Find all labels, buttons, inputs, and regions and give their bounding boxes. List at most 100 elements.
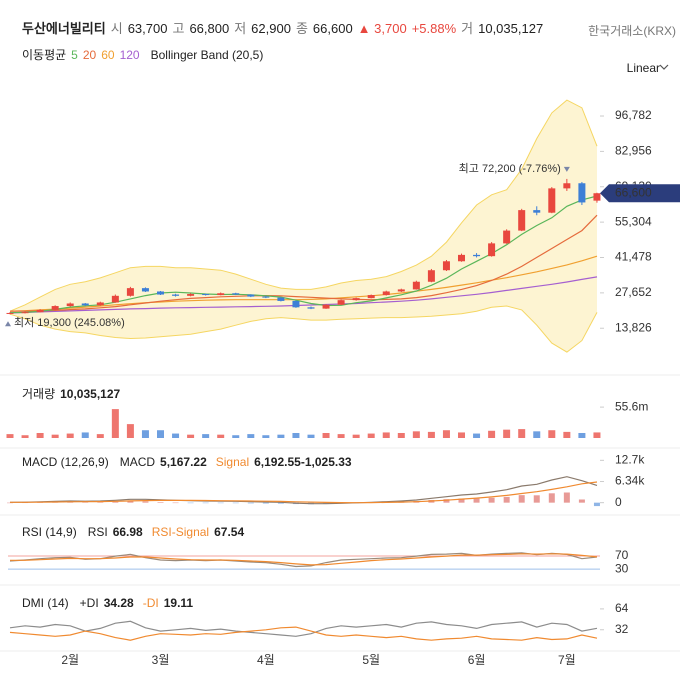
y-tick-label: 6.34k (615, 474, 645, 488)
histogram-bar (82, 502, 89, 503)
histogram-bar (443, 499, 450, 503)
candle-body (518, 210, 526, 231)
ma-name: 120 (119, 48, 140, 62)
candle-body (563, 183, 571, 189)
ma-name: 5 (71, 48, 78, 62)
volume-bar (21, 435, 29, 438)
last-price-badge (600, 184, 680, 203)
histogram-bar (142, 501, 149, 503)
histogram-bar (277, 502, 284, 504)
x-tick-label: 3월 (152, 653, 170, 667)
candle-body (277, 297, 285, 301)
histogram-bar (458, 498, 465, 503)
ma-line (9, 195, 598, 314)
candle-body (141, 288, 149, 292)
candle-body (307, 307, 315, 309)
y-tick-label: 13,826 (615, 320, 652, 334)
candle-body (593, 193, 601, 201)
candle-body (66, 303, 74, 307)
bollinger-area (10, 100, 597, 353)
low-marker (5, 321, 11, 327)
rsi-legend: RSI (14,9) RSI 66.98 RSI-Signal 67.54 (22, 525, 244, 539)
legend-value: 19.11 (163, 596, 194, 610)
volume-bar (262, 435, 270, 438)
y-tick-label: 55.6m (615, 399, 648, 413)
volume-bar (367, 433, 375, 438)
volume-bar (36, 433, 44, 438)
value: 66,800 (189, 21, 230, 36)
indicator-line (10, 553, 598, 566)
legend-value: 34.28 (103, 596, 134, 610)
candle-body (21, 312, 29, 314)
indicator-line (9, 476, 598, 505)
y-tick-label: 12.7k (615, 453, 645, 467)
value: 66,600 (312, 21, 353, 36)
x-tick-label: 6월 (468, 653, 486, 667)
scale-select[interactable]: Linear (627, 61, 660, 75)
volume-bar (503, 429, 511, 438)
histogram-bar (548, 493, 555, 503)
volume-bar (81, 432, 89, 438)
volume-bar (172, 433, 180, 438)
dropdown-chevron (659, 64, 669, 70)
volume-bar (232, 435, 240, 438)
scale-name[interactable]: Linear (626, 61, 660, 75)
candle-body (126, 288, 134, 296)
legend-name: Signal (215, 455, 250, 469)
x-tick-label: 2월 (61, 653, 79, 667)
panel-title: DMI (14) (22, 596, 69, 610)
histogram-bar (578, 499, 585, 503)
label: 시 (110, 21, 123, 36)
volume-bar (307, 434, 315, 438)
volume-bar (458, 432, 465, 438)
candle-body (548, 188, 556, 213)
ma-name: 60 (101, 48, 115, 62)
volume-legend: 거래량 10,035,127 (22, 385, 120, 402)
volume-bar (473, 433, 481, 438)
candle-body (427, 270, 435, 282)
legend-value: -1,025.33 (300, 455, 352, 469)
candle-body (262, 296, 270, 298)
volume-bar (533, 431, 541, 438)
histogram-bar (232, 502, 239, 504)
volume-bar (578, 433, 586, 438)
legend-value: 67.54 (214, 525, 245, 539)
candle-body (111, 295, 119, 303)
candle-body (292, 300, 300, 308)
histogram-bar (262, 502, 269, 504)
histogram-bar (202, 502, 209, 504)
stock-name: 두산에너빌리티 (22, 21, 106, 36)
volume-bar (427, 431, 435, 438)
y-tick-label: 96,782 (615, 108, 652, 122)
volume-bar (412, 431, 420, 438)
candle-body (187, 294, 195, 296)
histogram-bar (247, 502, 254, 504)
candle-body (157, 291, 164, 295)
volume-bar (277, 434, 285, 438)
label: 고 (172, 21, 185, 36)
y-tick-label: 32 (615, 622, 629, 636)
histogram-bar (112, 501, 119, 503)
y-tick-label: 70 (615, 548, 629, 562)
candle-body (412, 281, 420, 290)
volume-bar (352, 434, 360, 438)
macd-legend: MACD (12,26,9) MACD 5,167.22 Signal 6,192.… (22, 455, 352, 469)
candle-body (533, 210, 541, 213)
volume-bar (187, 434, 195, 438)
volume-bar (66, 433, 74, 438)
exchange: 한국거래소(KRX) (588, 22, 676, 39)
candle-body (36, 309, 44, 313)
panel-title: RSI (14,9) (22, 525, 77, 539)
histogram-bar (217, 502, 224, 504)
volume-bar (337, 434, 345, 438)
legend-name: MACD (119, 455, 156, 469)
y-tick-label: 64 (615, 601, 629, 615)
bollinger-upper (9, 99, 598, 312)
histogram-bar (503, 496, 510, 503)
change-pct: +5.88% (411, 21, 457, 36)
legend-name: RSI-Signal (151, 525, 210, 539)
legend-value: 10,035,127 (60, 387, 121, 401)
indicator-line (9, 626, 598, 641)
